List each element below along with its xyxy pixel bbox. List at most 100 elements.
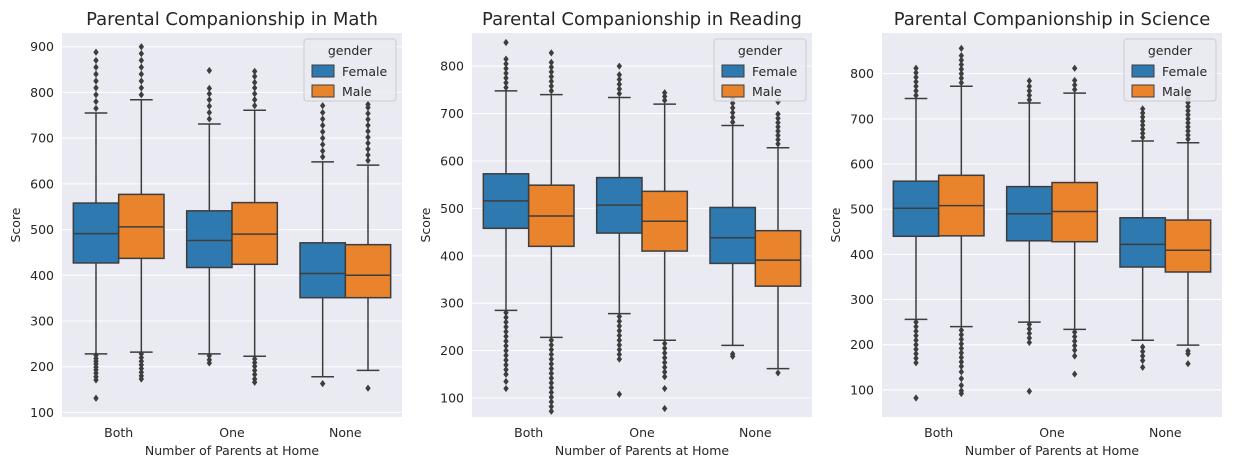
outlier-point bbox=[1185, 107, 1191, 115]
outlier-point bbox=[1071, 85, 1078, 94]
outlier-point bbox=[958, 44, 965, 52]
outlier-point bbox=[616, 322, 623, 330]
panel-3: 100 200 300 400 500 600 700 800 Both One None Paren… bbox=[828, 9, 1222, 458]
outlier-point bbox=[503, 79, 509, 87]
outlier-point bbox=[775, 114, 781, 122]
outlier-point bbox=[1139, 133, 1146, 141]
legend-title: gender bbox=[738, 43, 783, 58]
outlier-point bbox=[1139, 363, 1146, 371]
outlier-point bbox=[913, 394, 919, 402]
box-female-one bbox=[595, 62, 643, 398]
box-male-one bbox=[641, 89, 689, 413]
outlier-point bbox=[913, 82, 919, 90]
outlier-point bbox=[319, 153, 326, 161]
outlier-point bbox=[93, 104, 99, 113]
outlier-point bbox=[548, 355, 555, 363]
outlier-point bbox=[319, 115, 326, 123]
y-tick-label: 500 bbox=[30, 222, 54, 237]
outlier-point bbox=[958, 353, 965, 361]
outlier-point bbox=[1026, 87, 1033, 95]
box-male-one bbox=[1051, 64, 1099, 378]
outlier-point bbox=[503, 64, 509, 73]
outlier-point bbox=[1185, 103, 1191, 111]
outlier-point bbox=[548, 341, 555, 349]
outlier-point bbox=[251, 355, 258, 363]
box-iqr bbox=[709, 206, 757, 265]
outlier-point bbox=[548, 388, 555, 396]
outlier-point bbox=[1185, 360, 1191, 368]
chart-title: Parental Companionship in Math bbox=[86, 9, 378, 30]
outlier-point bbox=[1185, 127, 1191, 135]
outlier-point bbox=[775, 127, 781, 135]
outlier-point bbox=[206, 84, 213, 92]
outlier-point bbox=[93, 56, 99, 65]
outlier-point bbox=[503, 83, 509, 92]
outlier-point bbox=[138, 56, 145, 65]
outlier-point bbox=[1026, 77, 1033, 85]
y-tick-label: 300 bbox=[440, 296, 464, 311]
outlier-point bbox=[503, 69, 509, 77]
outlier-point bbox=[661, 384, 668, 393]
outlier-point bbox=[138, 353, 145, 362]
outlier-point bbox=[729, 109, 736, 117]
x-tick-label: None bbox=[329, 425, 362, 440]
outlier-point bbox=[206, 108, 213, 117]
outlier-point bbox=[503, 74, 509, 82]
outlier-point bbox=[1026, 329, 1033, 338]
outlier-point bbox=[729, 113, 736, 121]
outlier-point bbox=[503, 377, 509, 386]
outlier-point bbox=[319, 134, 326, 142]
outlier-point bbox=[251, 378, 258, 386]
legend-label-female: Female bbox=[752, 64, 798, 79]
x-tick-label: Both bbox=[514, 425, 543, 440]
outlier-point bbox=[1139, 129, 1146, 137]
legend-swatch-male bbox=[1131, 84, 1155, 98]
box-female-both bbox=[482, 38, 530, 393]
y-tick-label: 500 bbox=[850, 202, 874, 217]
outlier-point bbox=[913, 64, 919, 72]
outlier-point bbox=[548, 49, 555, 57]
outlier-point bbox=[1071, 346, 1078, 354]
legend-swatch-male bbox=[311, 84, 335, 98]
outlier-point bbox=[775, 110, 781, 118]
outlier-point bbox=[93, 84, 99, 92]
outlier-point bbox=[503, 309, 509, 317]
outlier-point bbox=[1185, 135, 1191, 143]
x-tick-label: One bbox=[1039, 425, 1065, 440]
outlier-point bbox=[503, 356, 509, 364]
outlier-point bbox=[1026, 82, 1033, 90]
outlier-point bbox=[365, 127, 371, 135]
outlier-point bbox=[365, 151, 371, 159]
y-tick-label: 800 bbox=[850, 66, 874, 81]
outlier-point bbox=[138, 375, 145, 383]
outlier-point bbox=[206, 359, 213, 367]
outlier-point bbox=[1139, 113, 1146, 121]
y-tick-label: 600 bbox=[440, 154, 464, 169]
outlier-point bbox=[93, 369, 99, 377]
outlier-point bbox=[616, 80, 623, 88]
outlier-point bbox=[1139, 356, 1146, 365]
outlier-point bbox=[548, 402, 555, 411]
outlier-point bbox=[206, 115, 213, 123]
outlier-point bbox=[729, 104, 736, 112]
outlier-point bbox=[548, 77, 555, 85]
outlier-point bbox=[93, 48, 99, 56]
y-tick-label: 100 bbox=[440, 391, 464, 406]
outlier-point bbox=[958, 331, 965, 339]
outlier-point bbox=[365, 109, 371, 118]
outlier-point bbox=[138, 364, 145, 373]
outlier-point bbox=[958, 349, 965, 357]
box-female-none bbox=[1119, 105, 1167, 371]
outlier-point bbox=[1139, 105, 1146, 113]
outlier-point bbox=[319, 147, 326, 155]
outlier-point bbox=[365, 133, 371, 141]
outlier-point bbox=[548, 369, 555, 377]
outlier-point bbox=[775, 123, 781, 131]
outlier-point bbox=[548, 360, 555, 368]
legend-title: gender bbox=[1148, 43, 1193, 58]
outlier-point bbox=[503, 323, 509, 331]
outlier-point bbox=[661, 358, 668, 367]
outlier-point bbox=[503, 55, 509, 63]
outlier-point bbox=[503, 313, 509, 322]
outlier-point bbox=[251, 67, 258, 75]
